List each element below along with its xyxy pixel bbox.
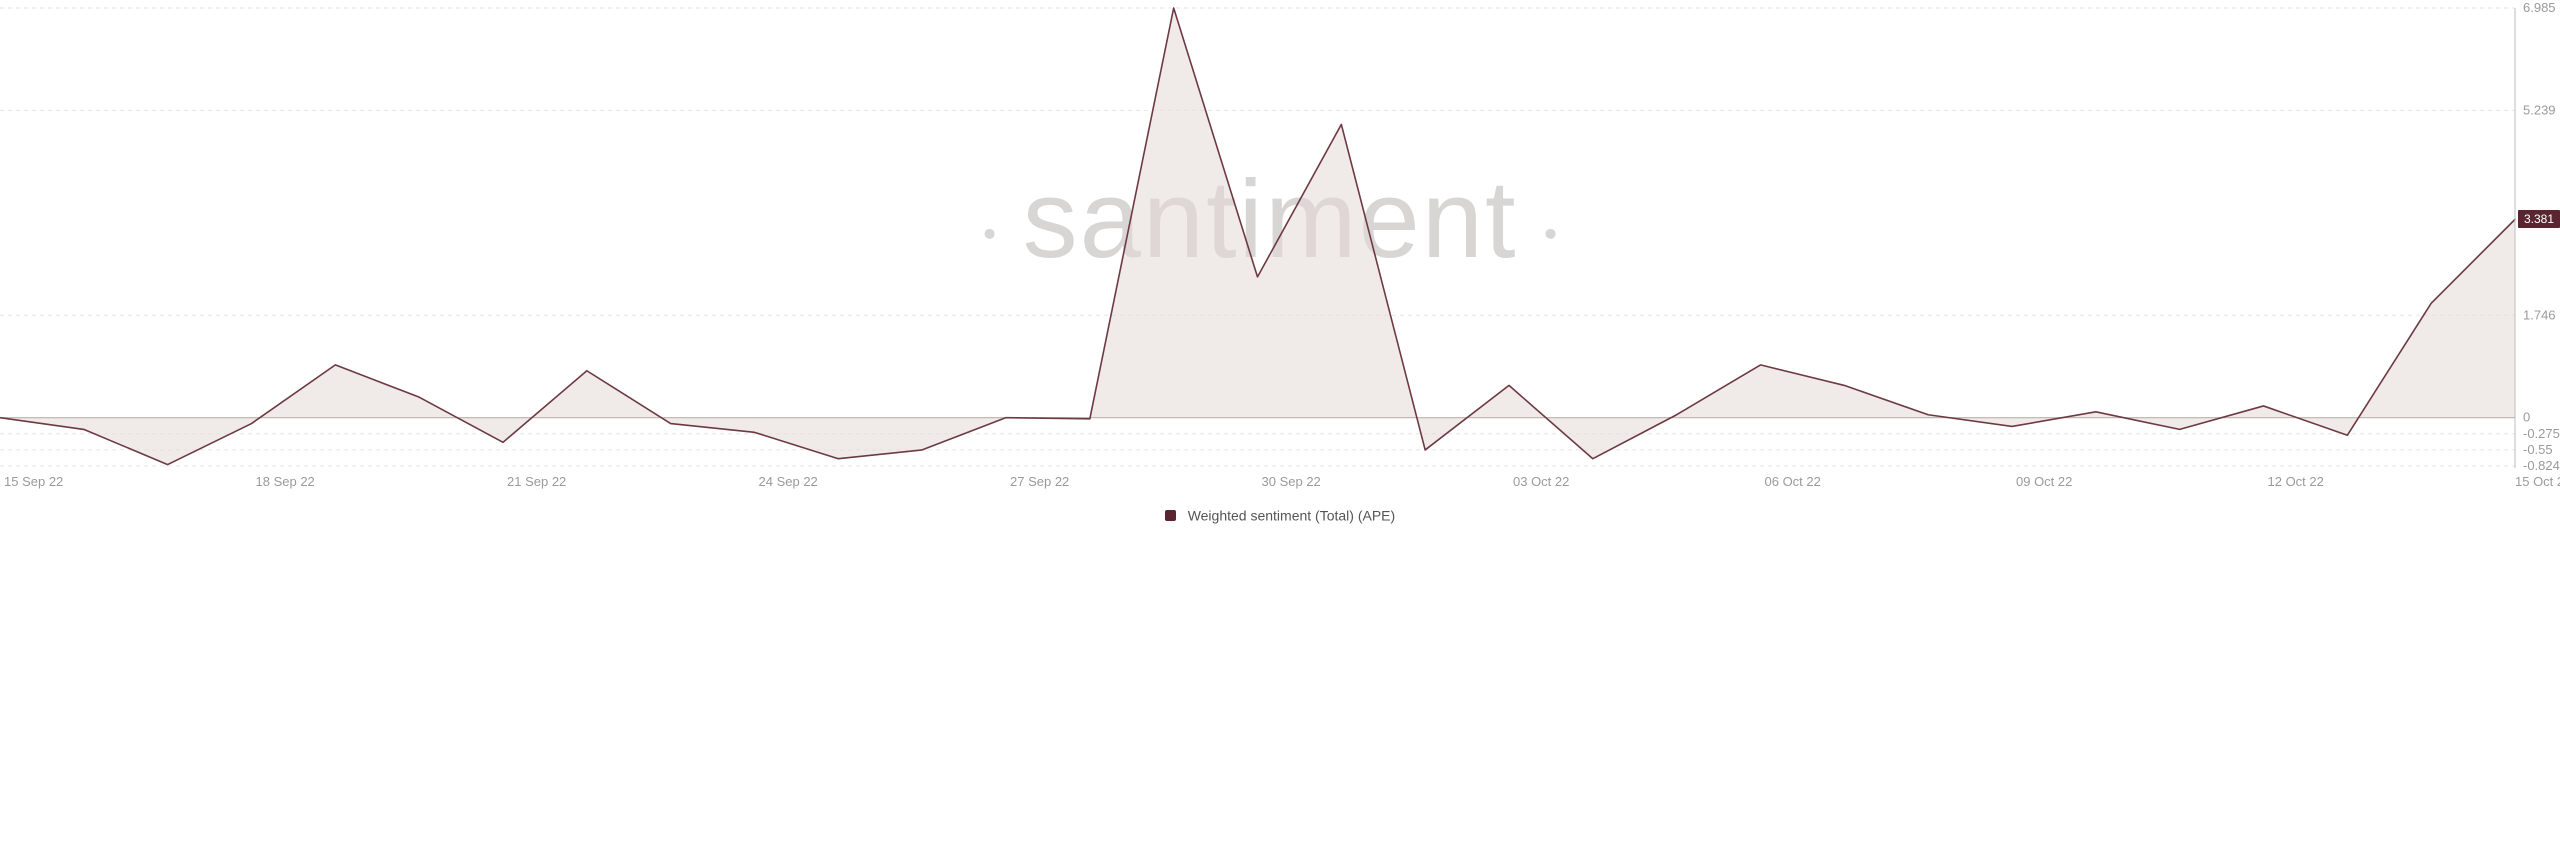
sentiment-chart: santiment6.9855.2391.7460-0.275-0.55-0.8…: [0, 0, 2560, 867]
current-value-badge: 3.381: [2518, 210, 2560, 228]
chart-svg: santiment6.9855.2391.7460-0.275-0.55-0.8…: [0, 0, 2560, 867]
y-tick-label: 1.746: [2523, 307, 2556, 322]
x-tick-label: 06 Oct 22: [1765, 474, 1821, 489]
y-tick-label: -0.824: [2523, 458, 2560, 473]
x-tick-label: 03 Oct 22: [1513, 474, 1569, 489]
y-tick-label: 6.985: [2523, 0, 2556, 15]
legend: Weighted sentiment (Total) (APE): [0, 506, 2560, 523]
legend-swatch: [1165, 510, 1176, 521]
y-tick-label: -0.275: [2523, 426, 2560, 441]
x-tick-label: 15 Sep 22: [4, 474, 63, 489]
x-tick-label: 15 Oct 22: [2515, 474, 2560, 489]
y-tick-label: 0: [2523, 410, 2530, 425]
x-tick-label: 24 Sep 22: [759, 474, 818, 489]
y-tick-label: -0.55: [2523, 442, 2553, 457]
current-value-text: 3.381: [2524, 212, 2554, 226]
x-tick-label: 27 Sep 22: [1010, 474, 1069, 489]
legend-label: Weighted sentiment (Total) (APE): [1188, 507, 1396, 523]
x-tick-label: 18 Sep 22: [256, 474, 315, 489]
x-tick-label: 09 Oct 22: [2016, 474, 2072, 489]
x-tick-label: 30 Sep 22: [1262, 474, 1321, 489]
x-tick-label: 12 Oct 22: [2268, 474, 2324, 489]
y-tick-label: 5.239: [2523, 102, 2556, 117]
x-tick-label: 21 Sep 22: [507, 474, 566, 489]
